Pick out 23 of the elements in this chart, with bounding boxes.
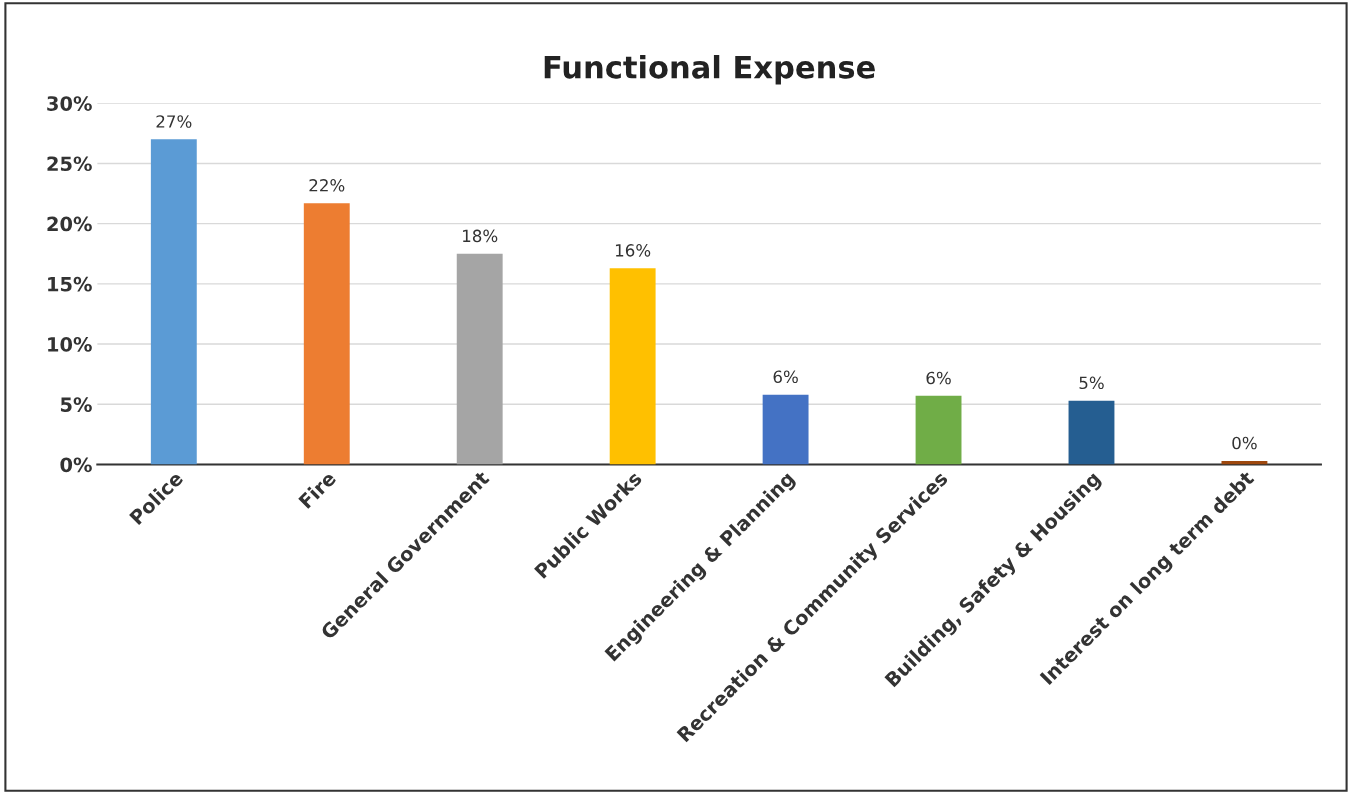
data-label: 6%: [773, 370, 798, 384]
y-tick-label: 10%: [48, 337, 92, 352]
chart-title: Functional Expense: [544, 55, 875, 85]
data-label: 5%: [1079, 376, 1104, 390]
bar: [1068, 400, 1115, 465]
data-label: 27%: [156, 115, 192, 128]
data-label: 22%: [309, 179, 345, 192]
y-tick-label: 20%: [47, 216, 92, 232]
y-tick-label: 5%: [60, 397, 92, 412]
data-label: 6%: [926, 371, 951, 385]
bar: [150, 139, 197, 465]
bar: [609, 268, 656, 465]
y-tick-label: 15%: [48, 276, 92, 292]
bar: [762, 394, 809, 465]
y-tick-label: 0%: [60, 457, 92, 473]
bar: [303, 203, 350, 465]
y-tick-label: 25%: [47, 156, 92, 172]
data-label: 0%: [1232, 436, 1257, 450]
bar: [456, 253, 503, 465]
y-tick-label: 30%: [47, 96, 92, 111]
data-label: 16%: [615, 244, 651, 257]
data-label: 18%: [463, 229, 498, 243]
bar: [915, 395, 962, 465]
